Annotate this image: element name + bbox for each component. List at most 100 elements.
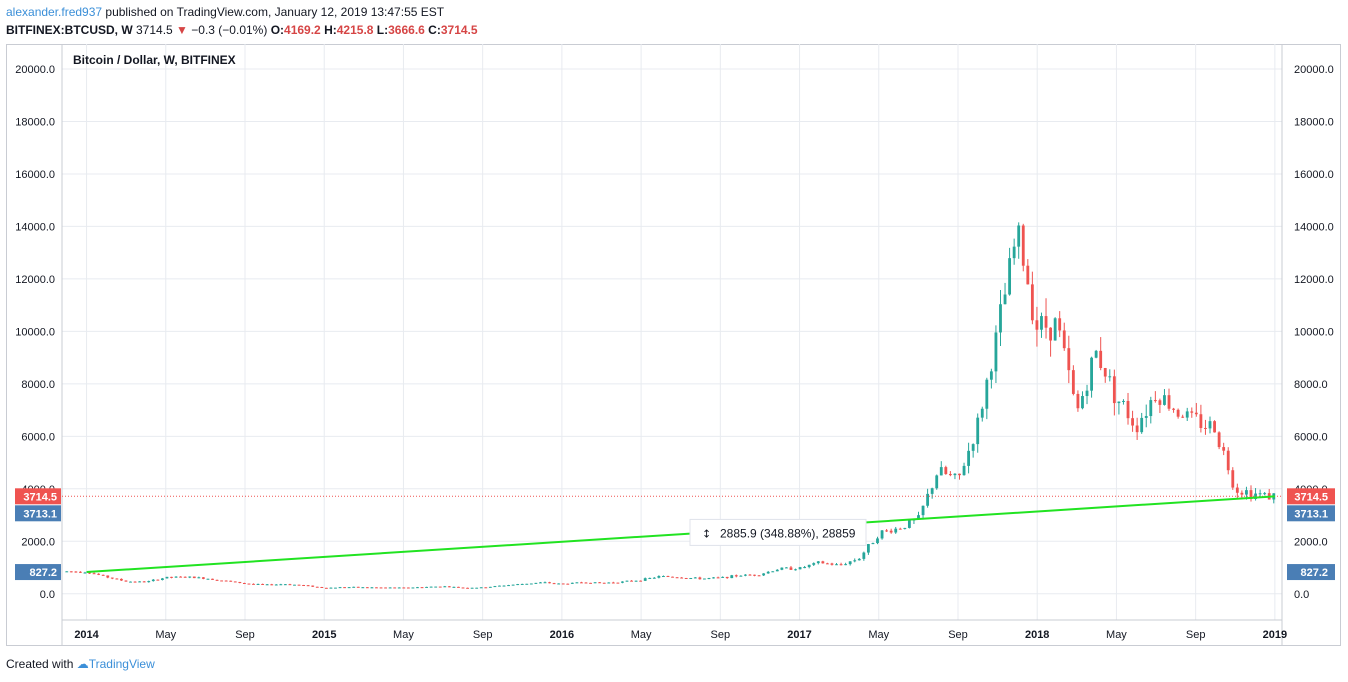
x-tick-label: 2017 [787,629,811,641]
candle-body [1090,357,1093,391]
candle-body [807,564,811,568]
candle-body [242,583,246,585]
candle-body [775,569,779,572]
candle-body [1008,258,1012,295]
candle-body [953,473,957,476]
open-value: 4169.2 [284,23,321,37]
candle-body [784,567,788,569]
measure-label-box [689,518,867,546]
candle-body [1181,416,1185,418]
candle-body [270,584,274,586]
candle-body [406,587,410,589]
x-tick-label: May [155,629,176,641]
candle-body [889,530,893,533]
y-tick-label-left: 6000.0 [21,431,55,443]
tradingview-logo-icon[interactable]: ☁ [76,657,89,671]
candle-body [575,582,579,584]
candle-body [443,586,447,588]
candle-body [611,582,615,584]
candle-body [343,587,347,589]
candle-body [179,576,183,578]
candle-body [470,587,474,589]
candle-body [1112,376,1116,404]
candle-body [652,577,656,579]
candle-body [124,580,128,582]
candle-body [493,586,497,588]
candle-body [999,304,1002,333]
candle-body [739,575,743,577]
candle-body [1149,400,1153,417]
candle-body [1085,390,1089,397]
candle-body [1126,400,1130,419]
candle-body [511,584,515,586]
x-tick-label: May [1106,629,1127,641]
candle-body [1190,411,1194,413]
candle-body [384,587,388,589]
chart-title: Bitcoin / Dollar, W, BITFINEX [73,53,236,67]
candle-body [484,587,488,589]
y-tick-label-right: 12000.0 [1294,274,1334,286]
y-tick-label-left: 16000.0 [15,169,55,181]
low-label: L: [376,23,389,37]
candle-body [293,584,296,586]
candle-body [488,586,492,588]
candle-body [1199,414,1203,428]
x-tick-label: Sep [948,629,968,641]
candle-body [1049,327,1052,341]
y-tick-label-left: 0.0 [40,589,55,601]
candle-body [429,586,433,588]
candle-body [876,538,879,544]
candle-body [1226,450,1230,471]
candle-body [352,586,356,588]
candle-body [256,583,260,585]
candle-body [930,488,934,494]
candle-body [885,530,889,532]
candle-body [1163,395,1166,405]
publish-info: alexander.fred937 published on TradingVi… [6,5,444,19]
candle-body [894,528,898,533]
candle-body [971,444,975,451]
candle-body [926,493,930,506]
candle-body [721,576,725,578]
candle-body [621,581,624,583]
trendline [86,495,1275,574]
candle-body [598,582,602,584]
candle-body [634,580,638,582]
candle-body [1135,425,1139,433]
candle-body [247,583,251,585]
candle-body [812,563,816,565]
candle-body [662,576,665,578]
tradingview-brand-link[interactable]: TradingView [88,657,155,671]
candle-body [548,582,551,584]
x-tick-label: May [393,629,414,641]
measure-label: 2885.9 (348.88%), 28859 [720,526,856,540]
candle-body [689,578,693,580]
y-tick-label-left: 12000.0 [15,274,55,286]
author-link[interactable]: alexander.fred937 [6,5,103,19]
x-tick-label: Sep [235,629,255,641]
candle-body [420,587,424,589]
candle-body [1067,348,1071,371]
candle-body [1030,284,1034,321]
candle-body [753,574,756,576]
candle-body [917,515,920,520]
candle-body [129,581,132,583]
candle-body [630,580,633,582]
candle-body [880,530,884,539]
candle-body [602,582,606,584]
candle-body [1058,318,1062,331]
chart-frame [6,44,1341,646]
candle-body [671,576,674,578]
candle-body [88,572,91,574]
candle-body [115,578,119,580]
candle-body [994,332,998,372]
candle-body [857,558,861,561]
candle-body [147,581,151,583]
candle-body [744,574,747,576]
candle-body [425,586,428,588]
candle-body [170,576,173,578]
candle-body [539,582,542,584]
candle-body [1263,493,1267,495]
candle-body [675,577,679,579]
